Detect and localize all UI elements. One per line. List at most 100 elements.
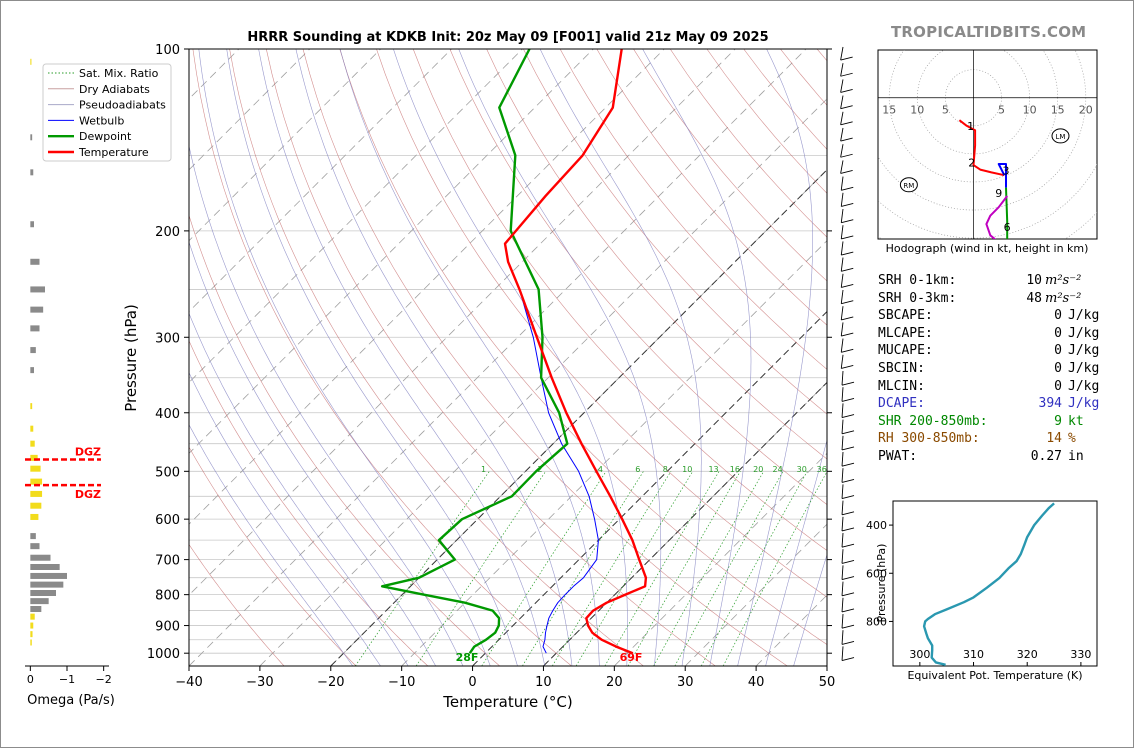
pseudoadiabat bbox=[458, 49, 662, 666]
y-tick-label: 1000 bbox=[147, 647, 180, 662]
omega-tick-label: −2 bbox=[96, 673, 112, 686]
storm-motion-marker bbox=[1051, 128, 1070, 144]
omega-bar bbox=[30, 221, 34, 228]
omega-bar bbox=[30, 440, 35, 447]
wind-barb bbox=[841, 565, 844, 580]
hodograph-height-label: 3 bbox=[1003, 165, 1010, 178]
mixing-ratio-line bbox=[355, 471, 490, 666]
isotherm bbox=[189, 49, 594, 454]
pseudoadiabat bbox=[793, 553, 827, 666]
isotherm bbox=[259, 98, 827, 666]
pseudoadiabat bbox=[295, 49, 573, 666]
mixing-ratio-label: 13 bbox=[708, 465, 718, 474]
index-row: SBCAPE: 0 J/kg bbox=[878, 308, 1099, 326]
omega-bar bbox=[30, 465, 41, 472]
index-unit: in bbox=[1068, 448, 1084, 464]
theta-e-xtick-label: 320 bbox=[1017, 648, 1038, 661]
mixing-ratio-label: 20 bbox=[753, 465, 763, 474]
legend-entry: Wetbulb bbox=[79, 114, 124, 127]
wind-barb bbox=[841, 500, 844, 515]
index-label: PWAT: bbox=[878, 448, 918, 464]
wind-barb-flag bbox=[841, 300, 854, 305]
wind-barb-flag bbox=[841, 559, 855, 564]
index-label: SRH 0-3km: bbox=[878, 290, 957, 306]
wind-barb bbox=[841, 484, 844, 499]
dry-adiabat bbox=[559, 49, 827, 370]
index-label: SBCIN: bbox=[878, 360, 925, 376]
wind-barb-flag bbox=[840, 89, 853, 93]
y-tick-label: 300 bbox=[155, 331, 180, 346]
x-tick-label: −10 bbox=[388, 675, 415, 690]
y-tick-label: 500 bbox=[155, 465, 180, 480]
index-row: SRH 0-1km: 10 m²s⁻² bbox=[878, 273, 1098, 291]
mixing-ratio-label: 8 bbox=[663, 465, 668, 474]
wind-barb-flag bbox=[841, 640, 855, 645]
theta-e-plot: 300 310 320 330 400 600 800 Equivalent Pot. Te… bbox=[866, 500, 1098, 682]
surface-dewpoint-label: 28F bbox=[456, 651, 479, 664]
wind-barb bbox=[841, 516, 844, 532]
mixing-ratio-label: 1 bbox=[481, 465, 486, 474]
pseudoadiabat bbox=[189, 241, 436, 666]
pseudoadiabat bbox=[339, 49, 600, 666]
wind-barb bbox=[841, 419, 844, 434]
dry-adiabat bbox=[302, 49, 788, 666]
dry-adiabat bbox=[339, 49, 827, 645]
omega-xlabel: Omega (Pa/s) bbox=[27, 693, 115, 708]
hodograph-tick-label: 20 bbox=[1079, 104, 1093, 117]
index-value: 0 bbox=[1054, 308, 1062, 324]
pseudoadiabat bbox=[189, 312, 409, 666]
omega-bar bbox=[30, 554, 51, 561]
mixing-ratio-label: 30 bbox=[797, 465, 807, 474]
x-tick-label: −40 bbox=[175, 675, 202, 690]
legend-entry: Sat. Mix. Ratio bbox=[79, 67, 159, 80]
mixing-ratio-line bbox=[674, 471, 784, 666]
omega-bar bbox=[30, 563, 60, 570]
hodograph-trace-blue bbox=[997, 163, 1007, 188]
index-value: 10 bbox=[1026, 273, 1042, 288]
wind-barb bbox=[840, 338, 844, 353]
pseudoadiabat bbox=[226, 49, 518, 666]
index-unit: % bbox=[1068, 431, 1076, 447]
omega-bar bbox=[30, 347, 36, 354]
omega-bar bbox=[30, 598, 49, 605]
hodograph-frame bbox=[877, 49, 1098, 240]
y-tick-label: 900 bbox=[155, 620, 180, 635]
index-label: DCAPE: bbox=[878, 396, 925, 412]
index-value: 0 bbox=[1054, 360, 1062, 376]
theta-e-ytick-label: 600 bbox=[866, 567, 887, 580]
hodograph-plot: 15 10 5 5 10 15 20 1 2 39 6 LM RM Hodograph (wind in… bbox=[877, 49, 1098, 255]
wind-barb-flag bbox=[841, 624, 855, 629]
pseudoadiabat bbox=[189, 371, 381, 666]
y-tick-label: 700 bbox=[155, 554, 180, 569]
pseudoadiabat bbox=[189, 144, 464, 666]
omega-bar bbox=[30, 325, 40, 332]
isotherm bbox=[684, 523, 827, 666]
mixing-ratio-line bbox=[575, 471, 694, 666]
y-tick-label: 100 bbox=[155, 43, 180, 58]
hodograph-height-label: 6 bbox=[1004, 221, 1011, 234]
y-tick-label: 400 bbox=[155, 407, 180, 422]
omega-bar bbox=[30, 533, 36, 540]
index-unit: J/kg bbox=[1068, 396, 1100, 412]
dry-adiabat bbox=[449, 49, 827, 505]
wind-barb-flag bbox=[841, 462, 855, 467]
dry-adiabat bbox=[192, 49, 572, 666]
wind-barb bbox=[841, 646, 844, 661]
omega-bar bbox=[30, 572, 67, 579]
dry-adiabat bbox=[189, 446, 357, 666]
omega-bar bbox=[30, 454, 38, 461]
index-label: SHR 200-850mb: bbox=[878, 413, 988, 429]
omega-plot: 0 −1 −2 Omega (Pa/s) DGZ DGZ bbox=[25, 58, 115, 708]
wind-barb-flag bbox=[841, 284, 854, 288]
dry-adiabat bbox=[596, 49, 827, 326]
wind-barbs bbox=[840, 46, 855, 662]
mixing-ratio-line bbox=[604, 471, 720, 666]
dry-adiabat bbox=[229, 49, 644, 666]
mixing-ratio-line bbox=[522, 471, 644, 666]
wind-barb-flag bbox=[840, 56, 853, 61]
index-value: 0 bbox=[1054, 343, 1062, 359]
wind-barb bbox=[840, 306, 844, 320]
omega-bar bbox=[30, 58, 32, 65]
wind-barb bbox=[840, 273, 844, 288]
